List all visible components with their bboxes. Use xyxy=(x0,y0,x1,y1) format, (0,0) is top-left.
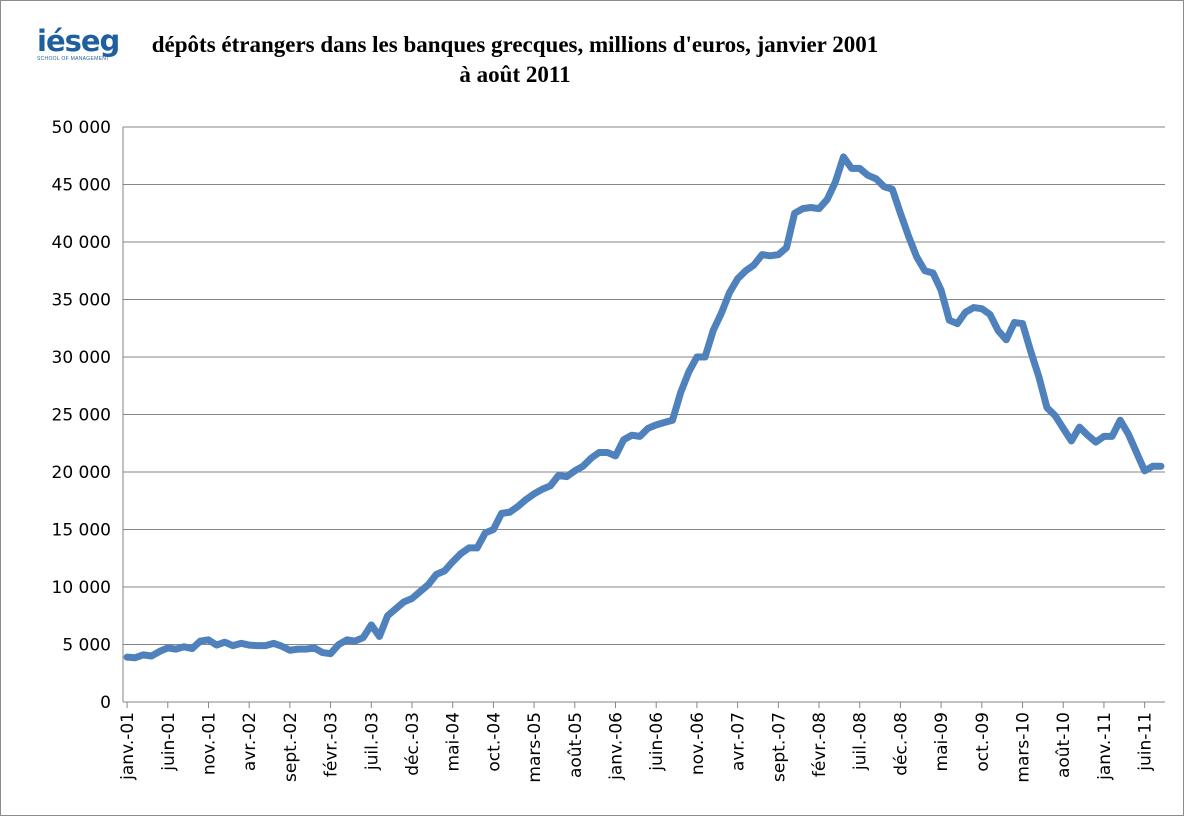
y-tick-label: 0 xyxy=(100,693,111,713)
x-tick-label: mai-04 xyxy=(444,712,464,771)
x-tick-label: avr.-02 xyxy=(240,712,260,771)
x-tick-label: mai-09 xyxy=(932,712,952,771)
y-tick-label: 10 000 xyxy=(52,578,111,598)
y-tick-label: 40 000 xyxy=(52,233,111,253)
y-tick-label: 15 000 xyxy=(52,521,111,541)
x-tick-label: janv.-01 xyxy=(118,712,138,781)
x-tick-label: janv.-11 xyxy=(1095,712,1115,781)
x-tick-label: août-05 xyxy=(566,712,586,778)
x-tick-label: mars-05 xyxy=(525,712,545,783)
x-tick-label: déc.-03 xyxy=(403,712,423,776)
x-tick-label: nov.-06 xyxy=(688,712,708,775)
y-tick-label: 35 000 xyxy=(52,291,111,311)
x-tick-label: févr.-03 xyxy=(322,712,342,777)
x-tick-label: juil.-03 xyxy=(362,712,382,771)
x-tick-label: janv.-06 xyxy=(607,712,627,781)
chart-title: dépôts étrangers dans les banques grecqu… xyxy=(151,32,879,87)
x-tick-label: juil.-08 xyxy=(851,712,871,771)
x-tick-label: déc.-08 xyxy=(891,712,911,776)
logo: iéseg SCHOOL OF MANAGEMENT xyxy=(37,24,120,62)
x-tick-label: oct.-04 xyxy=(484,712,504,772)
x-tick-label: août-10 xyxy=(1054,712,1074,778)
x-tick-label: nov.-01 xyxy=(199,712,219,775)
x-tick-label: juin-11 xyxy=(1136,712,1156,772)
logo-name: iéseg xyxy=(37,24,120,58)
y-tick-label: 5 000 xyxy=(62,636,111,656)
x-tick-label: juin-06 xyxy=(647,712,667,772)
x-tick-label: févr.-08 xyxy=(810,712,830,777)
logo-tagline: SCHOOL OF MANAGEMENT xyxy=(37,56,110,62)
y-tick-label: 20 000 xyxy=(52,463,111,483)
x-tick-label: mars-10 xyxy=(1014,712,1034,783)
x-tick-label: juin-01 xyxy=(159,712,179,772)
x-tick-label: oct.-09 xyxy=(973,712,993,772)
y-tick-label: 45 000 xyxy=(52,176,111,196)
x-tick-label: sept.-07 xyxy=(769,712,789,782)
x-tick-label: sept.-02 xyxy=(281,712,301,782)
y-tick-label: 30 000 xyxy=(52,348,111,368)
y-tick-label: 25 000 xyxy=(52,406,111,426)
x-tick-label: avr.-07 xyxy=(729,712,749,771)
y-tick-label: 50 000 xyxy=(52,118,111,138)
data-line xyxy=(123,153,1165,662)
